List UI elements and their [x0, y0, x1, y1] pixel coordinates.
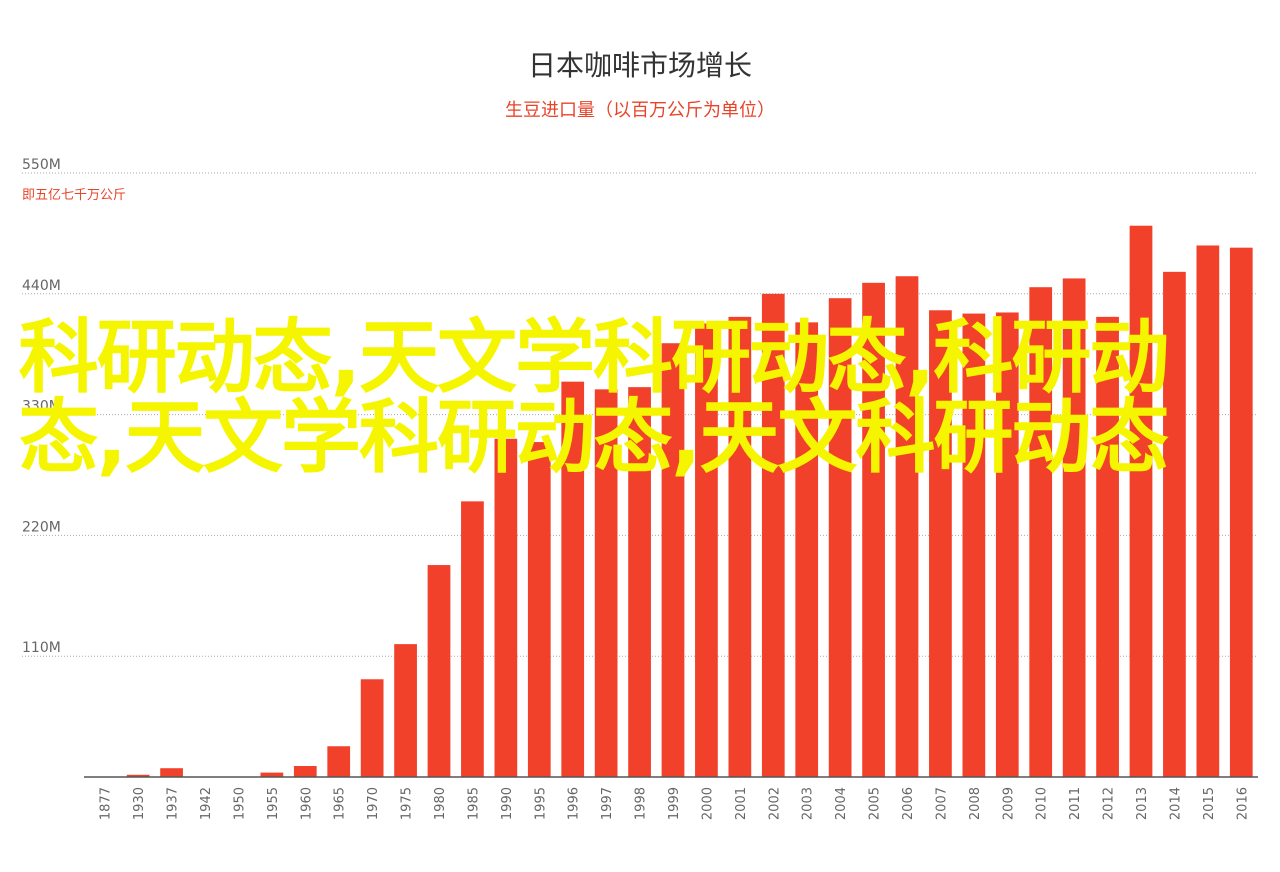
x-tick-label: 1980 [433, 787, 448, 820]
bar-2007 [929, 310, 952, 777]
x-tick-label: 1995 [533, 787, 548, 820]
x-tick-label: 2008 [968, 787, 983, 820]
x-tick-label: 1985 [466, 787, 481, 820]
bars [126, 225, 1253, 778]
bar-1995 [527, 442, 551, 777]
bar-1975 [394, 644, 417, 777]
bar-2012 [1096, 316, 1119, 777]
y-tick-label: 550M [22, 157, 61, 173]
x-tick-label: 2002 [767, 787, 782, 820]
bar-1937 [160, 768, 183, 777]
bar-2000 [695, 323, 718, 777]
bar-2015 [1196, 245, 1220, 778]
x-tick-labels: 1877 1930 1937 1942 1950 1955 1960 1965 1970 1975… [99, 787, 1251, 820]
x-tick-label: 1996 [567, 787, 582, 820]
x-tick-label: 1950 [232, 787, 247, 820]
chart-subtitle: 生豆进口量（以百万公斤为单位） [505, 100, 775, 121]
bar-2011 [1062, 278, 1086, 777]
x-tick-label: 2016 [1235, 787, 1250, 820]
y-tick-label: 110M [22, 640, 61, 656]
bar-1999 [661, 343, 685, 777]
bar-2005 [862, 282, 885, 777]
bar-1996 [561, 381, 585, 777]
bar-2006 [895, 276, 919, 777]
bar-2010 [1029, 287, 1053, 777]
y-tick-label: 440M [22, 278, 61, 294]
x-tick-label: 2001 [734, 787, 749, 820]
x-tick-label: 1942 [199, 787, 214, 820]
bar-2013 [1129, 225, 1153, 778]
x-tick-label: 1997 [600, 787, 615, 820]
x-tick-label: 1937 [166, 787, 181, 820]
x-tick-label: 2013 [1135, 787, 1150, 820]
x-tick-label: 1930 [132, 787, 147, 820]
bar-2014 [1163, 271, 1186, 777]
x-tick-label: 2000 [700, 787, 715, 820]
x-tick-label: 2012 [1102, 787, 1117, 820]
bar-1997 [594, 389, 618, 777]
x-tick-label: 2014 [1168, 787, 1183, 820]
x-tick-label: 1960 [299, 787, 314, 820]
bar-1955 [260, 772, 284, 777]
chart-title: 日本咖啡市场增长 [527, 49, 752, 82]
bar-2002 [761, 293, 785, 777]
bar-2009 [995, 312, 1019, 777]
bar-2003 [795, 322, 819, 777]
y-tick-label: 220M [22, 519, 61, 535]
x-tick-label: 1877 [99, 787, 114, 820]
x-tick-label: 2004 [834, 787, 849, 820]
x-tick-label: 1965 [333, 787, 348, 820]
bar-2001 [728, 316, 752, 777]
x-tick-label: 1999 [667, 787, 682, 820]
bar-1980 [427, 565, 451, 777]
bar-1930 [126, 774, 150, 777]
bar-1998 [628, 387, 651, 777]
x-tick-label: 2015 [1202, 787, 1217, 820]
x-tick-label: 1955 [266, 787, 281, 820]
x-tick-label: 1975 [400, 787, 415, 820]
bar-1970 [360, 679, 384, 777]
x-tick-label: 1970 [366, 787, 381, 820]
x-tick-label: 1990 [500, 787, 515, 820]
x-tick-label: 2007 [934, 787, 949, 820]
unit-note: 即五亿七千万公斤 [22, 188, 127, 203]
x-tick-label: 2005 [868, 787, 883, 820]
y-tick-label: 330M [22, 399, 61, 415]
bar-2004 [828, 298, 852, 777]
x-tick-label: 2011 [1068, 787, 1083, 820]
bar-2016 [1229, 247, 1253, 777]
y-tick-labels: 110M 220M 330M 440M 550M [22, 157, 61, 656]
bar-2008 [962, 313, 986, 777]
bar-1985 [461, 501, 484, 777]
x-tick-label: 2003 [801, 787, 816, 820]
x-tick-label: 2006 [901, 787, 916, 820]
bar-1965 [327, 746, 351, 777]
x-tick-label: 2010 [1035, 787, 1050, 820]
bar-1960 [293, 766, 317, 777]
bar-1990 [494, 438, 518, 777]
x-tick-label: 1998 [634, 787, 649, 820]
x-tick-label: 2009 [1001, 787, 1016, 820]
